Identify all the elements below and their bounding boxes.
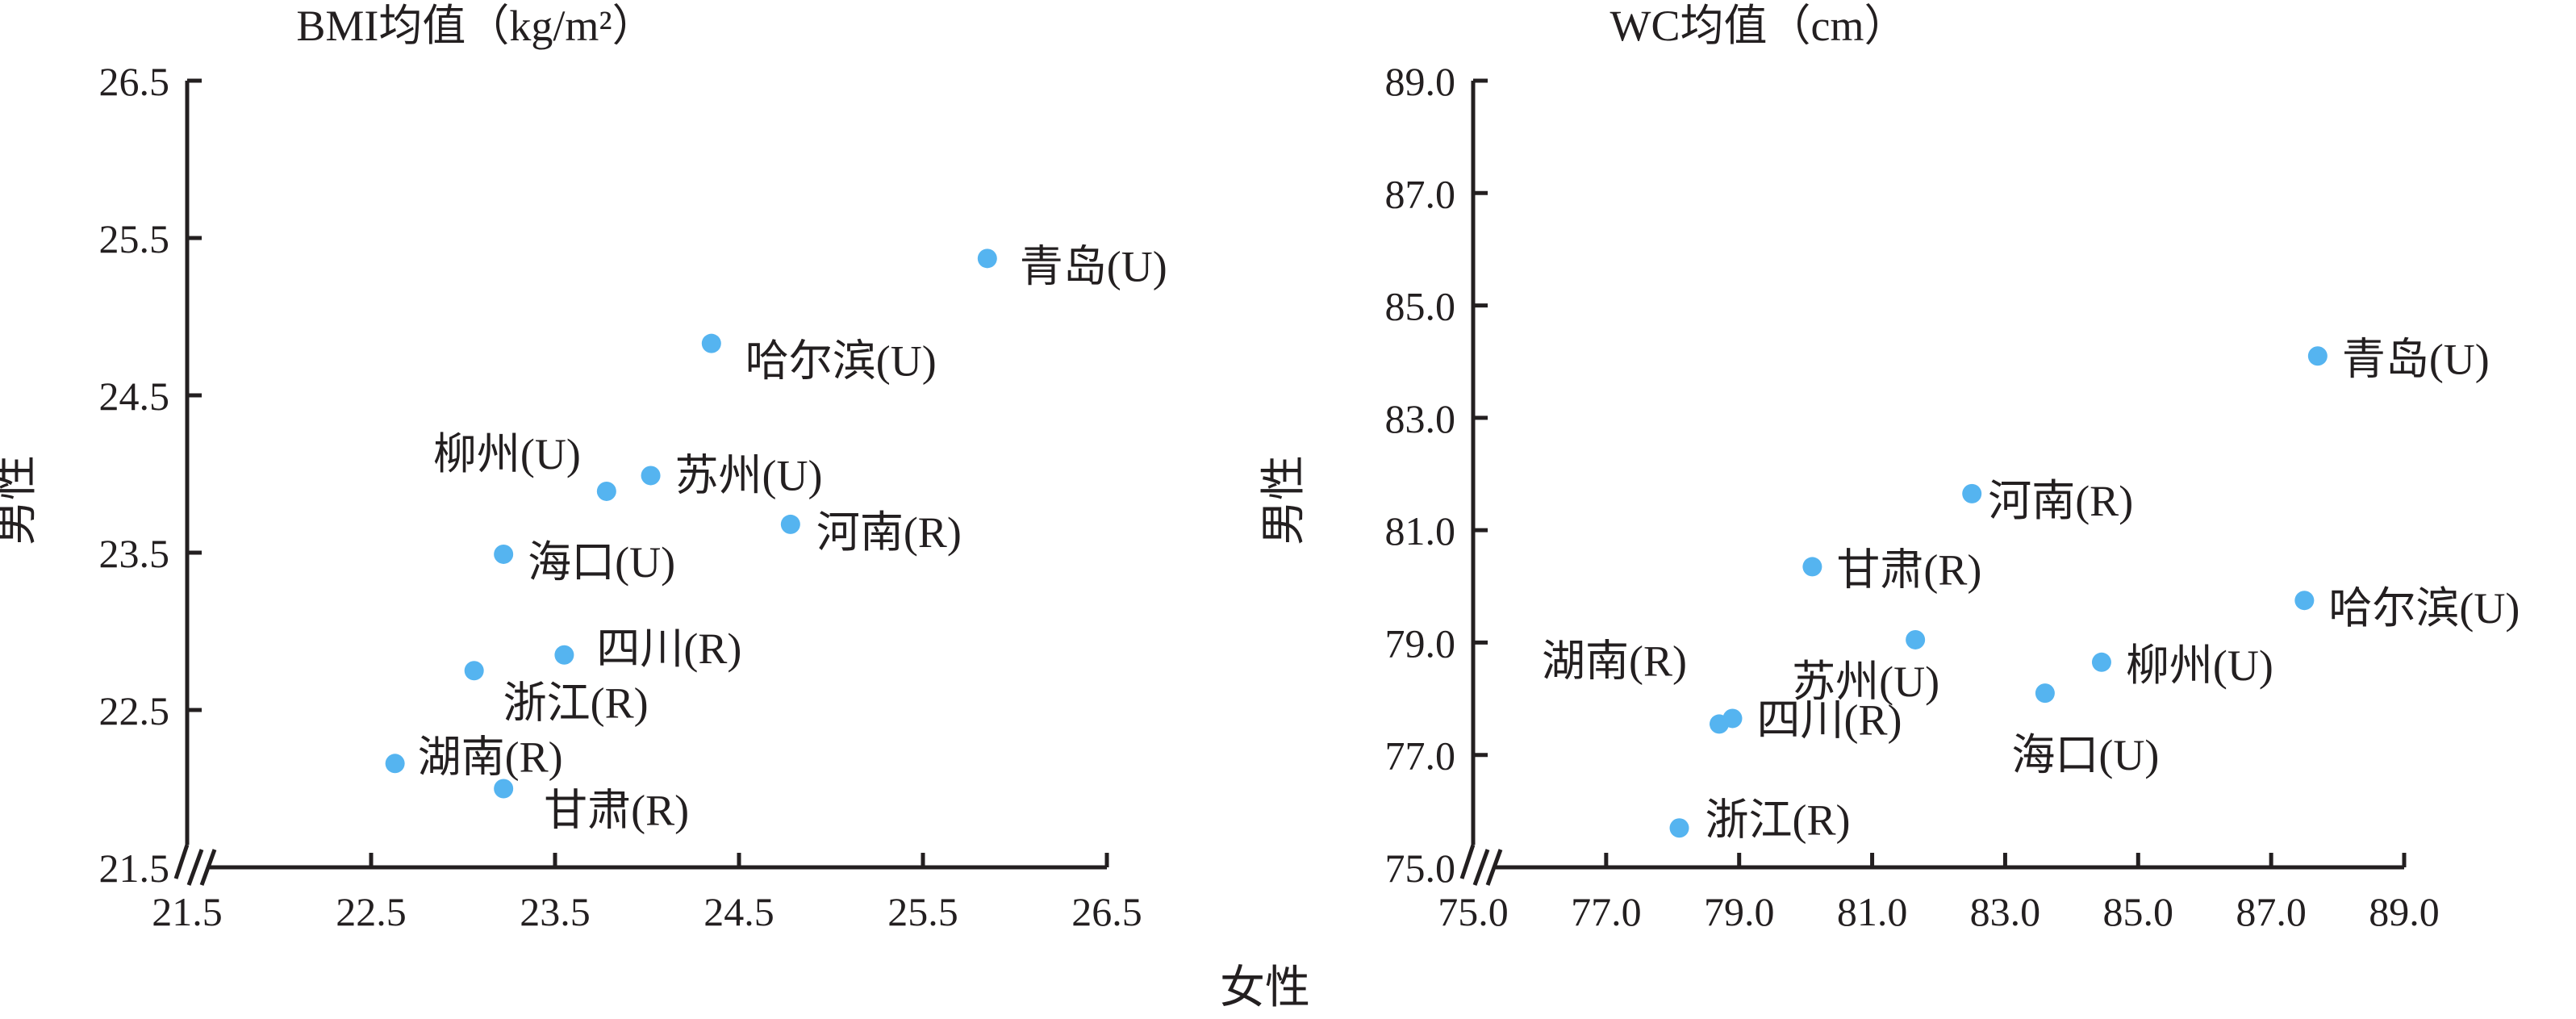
bmi-point (780, 514, 800, 534)
bmi-x-tick-label: 22.5 (336, 889, 407, 934)
wc-point (2035, 683, 2055, 704)
bmi-axis-break-mark (199, 849, 217, 886)
bmi-point-label: 哈尔滨(U) (745, 337, 937, 386)
wc-x-tick-label: 79.0 (1704, 889, 1775, 934)
wc-point-label: 四川(R) (1756, 695, 1902, 744)
bmi-point-label: 甘肃(R) (544, 787, 689, 835)
wc-x-tick-label: 87.0 (2236, 889, 2307, 934)
wc-point-label: 苏州(U) (1792, 658, 1939, 706)
wc-point (2307, 346, 2328, 366)
wc-point-label: 甘肃(R) (1836, 545, 1981, 594)
bmi-chart: BMI均值（kg/m²） 男性 21.5 22.5 23.5 24.5 25.5 26.5 21… (0, 2, 1167, 934)
wc-y-tick-label: 75.0 (1385, 846, 1456, 891)
bmi-y-tick-label: 26.5 (99, 59, 170, 104)
wc-axis-break-mark (1485, 849, 1503, 886)
wc-y-axis-break-line (1459, 844, 1476, 879)
bmi-y-tick-label: 22.5 (99, 688, 170, 733)
bmi-point-label: 苏州(U) (675, 451, 823, 499)
wc-point-label: 河南(R) (1988, 477, 2133, 525)
bmi-y-axis-label: 男性 (0, 455, 41, 545)
bmi-point-label: 青岛(U) (1020, 242, 1167, 290)
bmi-point (701, 333, 721, 353)
wc-y-tick-label: 89.0 (1385, 59, 1456, 104)
wc-point-label: 柳州(U) (2126, 641, 2273, 690)
bmi-chart-title: BMI均值（kg/m²） (296, 2, 655, 50)
wc-point-label: 湖南(R) (1542, 637, 1687, 685)
bmi-y-tick-label: 23.5 (99, 531, 170, 576)
bmi-point (494, 779, 514, 799)
bmi-point (641, 466, 661, 486)
wc-point-label: 海口(U) (2011, 731, 2159, 779)
wc-point (1722, 708, 1743, 729)
bmi-x-tick-label: 21.5 (152, 889, 223, 934)
wc-y-tick-label: 81.0 (1385, 508, 1456, 553)
wc-point (2091, 652, 2111, 672)
bmi-point-label: 浙江(R) (503, 679, 649, 727)
bmi-y-tick-label: 21.5 (99, 846, 170, 891)
bmi-point-label: 河南(R) (816, 508, 962, 557)
wc-x-tick-label: 89.0 (2369, 889, 2440, 934)
wc-y-tick-label: 77.0 (1385, 733, 1456, 779)
wc-point-label: 浙江(R) (1706, 796, 1851, 844)
wc-point (1802, 557, 1822, 577)
wc-point (1669, 818, 1689, 838)
wc-x-tick-label: 77.0 (1571, 889, 1642, 934)
bmi-y-tick-label: 24.5 (99, 374, 170, 419)
bmi-point (596, 481, 616, 501)
bmi-y-tick-label: 25.5 (99, 216, 170, 261)
wc-point (1906, 629, 1926, 649)
bmi-point (554, 645, 574, 665)
bmi-point (494, 544, 514, 564)
wc-y-tick-label: 87.0 (1385, 171, 1456, 216)
wc-axis-break-mark (1472, 849, 1490, 886)
wc-chart: WC均值（cm） 男性 75.0 77.0 79.0 81.0 83.0 85.0 87.0 89… (1259, 2, 2520, 934)
wc-point (2294, 591, 2315, 611)
bmi-axis-break-mark (186, 849, 204, 886)
wc-y-axis-label: 男性 (1259, 455, 1309, 545)
wc-y-tick-label: 85.0 (1385, 284, 1456, 329)
bmi-point (464, 661, 484, 681)
wc-x-tick-label: 83.0 (1970, 889, 2041, 934)
bmi-x-tick-label: 23.5 (520, 889, 591, 934)
bmi-point-label: 柳州(U) (433, 430, 581, 478)
wc-point-label: 青岛(U) (2342, 335, 2490, 383)
wc-point-label: 哈尔滨(U) (2328, 584, 2520, 633)
bmi-point (977, 248, 997, 269)
shared-x-axis-label: 女性 (1220, 963, 1310, 1013)
bmi-point-label: 四川(R) (596, 624, 741, 673)
bmi-x-tick-label: 25.5 (887, 889, 958, 934)
wc-y-tick-label: 83.0 (1385, 396, 1456, 441)
bmi-x-tick-label: 26.5 (1071, 889, 1142, 934)
wc-x-tick-label: 81.0 (1837, 889, 1908, 934)
bmi-x-tick-label: 24.5 (703, 889, 774, 934)
bmi-point (385, 754, 405, 774)
wc-chart-title: WC均值（cm） (1610, 2, 1908, 50)
wc-x-tick-label: 75.0 (1438, 889, 1509, 934)
bmi-point-label: 海口(U) (528, 538, 675, 587)
wc-x-tick-label: 85.0 (2103, 889, 2174, 934)
wc-y-tick-label: 79.0 (1385, 620, 1456, 666)
bmi-y-axis-break-line (173, 844, 190, 879)
wc-point (1962, 483, 1982, 503)
bmi-point-label: 湖南(R) (418, 733, 563, 781)
